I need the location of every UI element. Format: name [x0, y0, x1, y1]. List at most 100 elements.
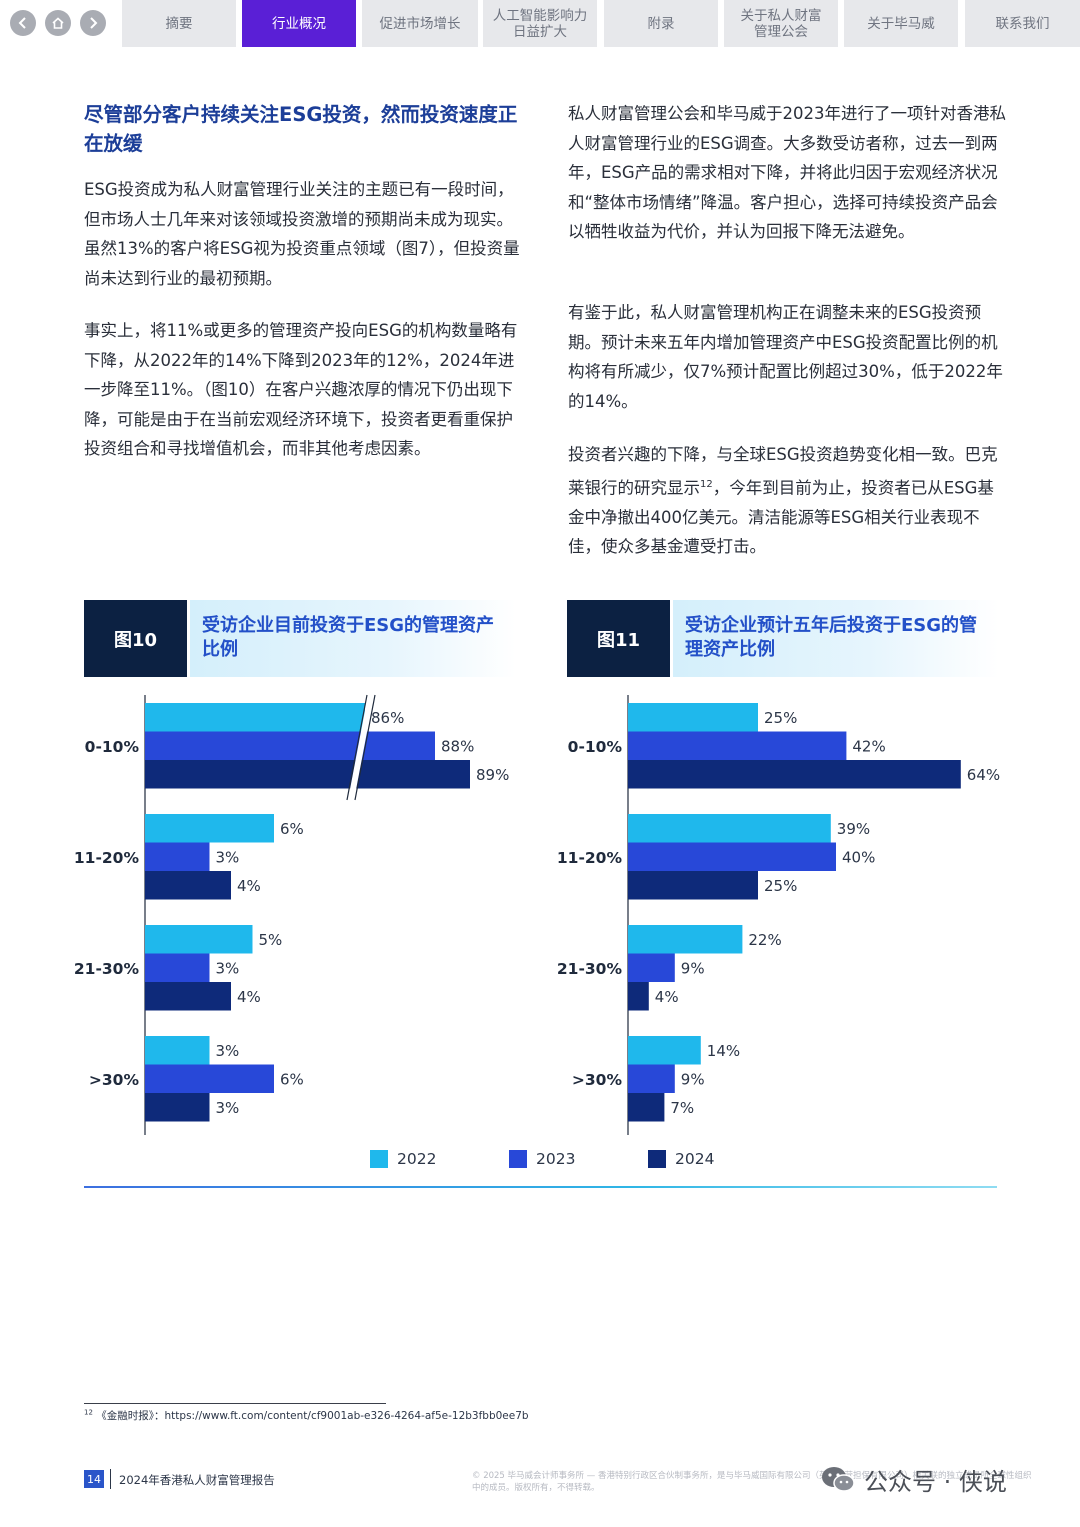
- tab-about-association[interactable]: 关于私人财富 管理公会: [724, 0, 838, 47]
- footnote: 12 《金融时报》：https://www.ft.com/content/cf9…: [84, 1408, 529, 1423]
- chart-0-data-label: 3%: [216, 959, 240, 977]
- footnote-number: 12: [84, 1408, 93, 1417]
- chart-0-bar-2023: [145, 842, 210, 871]
- chart-0-category-label: 21-30%: [74, 960, 140, 978]
- tab-summary[interactable]: 摘要: [122, 0, 236, 47]
- chart-1-data-label: 39%: [837, 820, 870, 838]
- chart-0-bar-2023: [145, 1064, 274, 1093]
- chart-1-bar-2022: [628, 814, 831, 843]
- chart-1-bar-2023: [628, 842, 836, 871]
- legend-swatch-2024: [648, 1150, 666, 1168]
- legend-swatch-2022: [370, 1150, 388, 1168]
- figure-11-title: 受访企业预计五年后投资于ESG的管理资产比例: [673, 600, 999, 677]
- chart-1-bar-2024: [628, 760, 961, 789]
- chart-0-data-label: 3%: [216, 1099, 240, 1117]
- forward-icon[interactable]: [80, 10, 106, 36]
- legend-label-2023: 2023: [536, 1150, 576, 1168]
- figure-10-header: 图10 受访企业目前投资于ESG的管理资产比例: [84, 600, 516, 677]
- chart-0-bar-2024: [145, 760, 470, 789]
- chart-1-data-label: 7%: [670, 1099, 694, 1117]
- chart-0-data-label: 88%: [441, 737, 474, 755]
- chart-0-bar-2024: [145, 1093, 210, 1122]
- chart-1-data-label: 40%: [842, 848, 875, 866]
- legend-label-2024: 2024: [675, 1150, 715, 1168]
- wechat-icon: [822, 1466, 855, 1492]
- paragraph-3-text-b: ，今年到目前为止，投资者已从ESG基金中净撤出400亿美元。清洁能源等ESG相关…: [568, 478, 994, 556]
- chart-1-bar-2022: [628, 925, 743, 954]
- chart-0-data-label: 4%: [237, 877, 261, 895]
- chart-0-axis-break-line: [346, 694, 368, 801]
- figure-10-title: 受访企业目前投资于ESG的管理资产比例: [190, 600, 516, 677]
- chart-1-data-label: 14%: [707, 1042, 740, 1060]
- chart-1-bar-2023: [628, 1064, 675, 1093]
- chart-1-category-label: >30%: [572, 1071, 623, 1089]
- legend-label-2022: 2022: [397, 1150, 437, 1168]
- chart-0-category-label: 11-20%: [74, 849, 140, 867]
- report-title: 2024年香港私人财富管理报告: [119, 1473, 275, 1487]
- chart-0-bar-2023: [145, 731, 435, 760]
- chart-0-category-label: 0-10%: [85, 738, 140, 756]
- footnote-text: 《金融时报》：https://www.ft.com/content/cf9001…: [96, 1410, 529, 1422]
- tab-appendix[interactable]: 附录: [604, 0, 718, 47]
- tab-industry-overview[interactable]: 行业概况: [242, 0, 356, 47]
- chart-0-data-label: 4%: [237, 988, 261, 1006]
- legend-swatch-2023: [509, 1150, 527, 1168]
- chart-1-bar-2022: [628, 703, 758, 732]
- chart-figure-10: 0-10% 86% 88% 89% 11-20% 6% 3% 4% 21-30% 5% 3% 4% >3…: [60, 690, 530, 1144]
- chart-0-data-label: 3%: [216, 1042, 240, 1060]
- chart-0-data-label: 5%: [259, 931, 283, 949]
- chart-1-bar-2024: [628, 1093, 665, 1122]
- chart-0-bar-2022: [145, 925, 253, 954]
- chart-0-data-label: 3%: [216, 848, 240, 866]
- chart-1-bar-2022: [628, 1036, 701, 1065]
- home-icon[interactable]: [45, 10, 71, 36]
- figure-11-number: 图11: [567, 600, 670, 677]
- paragraph-3-text-a: 投资者兴趣的下降，与全球ESG投资趋势变化相一致。巴克莱银行的研究显示: [568, 445, 998, 497]
- watermark-text: 公众号 · 侠说: [864, 1468, 1007, 1496]
- chart-0-data-label: 6%: [280, 1070, 304, 1088]
- chart-1-data-label: 9%: [681, 959, 705, 977]
- footer-separator: [110, 1469, 111, 1489]
- chart-1-bar-2023: [628, 953, 675, 982]
- tab-about-kpmg[interactable]: 关于毕马威: [844, 0, 958, 47]
- right-paragraph-1: 私人财富管理公会和毕马威于2023年进行了一项针对香港私人财富管理行业的ESG调…: [568, 104, 1006, 241]
- chart-1-category-label: 21-30%: [557, 960, 623, 978]
- chart-0-data-label: 6%: [280, 820, 304, 838]
- left-paragraph-1: ESG投资成为私人财富管理行业关注的主题已有一段时间，但市场人士几年来对该领域投…: [84, 180, 520, 288]
- chart-0-bar-2022: [145, 703, 365, 732]
- left-paragraph-2: 事实上，将11%或更多的管理资产投向ESG的机构数量略有下降，从2022年的14…: [84, 321, 518, 458]
- tab-market-growth[interactable]: 促进市场增长: [362, 0, 478, 47]
- chart-1-data-label: 25%: [764, 877, 797, 895]
- bar-chart-figure-11: 0-10% 25% 42% 64% 11-20% 39% 40% 25% 21-30% 22% 9%…: [557, 695, 1000, 1135]
- footnote-ref: 12: [700, 478, 713, 490]
- section-divider: [84, 1186, 997, 1188]
- chart-1-bar-2024: [628, 982, 649, 1011]
- tab-contact[interactable]: 联系我们: [965, 0, 1080, 47]
- chart-1-bar-2024: [628, 871, 758, 900]
- chart-1-data-label: 4%: [655, 988, 679, 1006]
- legend-item-2023: 2023: [509, 1150, 575, 1168]
- back-icon[interactable]: [10, 10, 36, 36]
- chart-1-category-label: 11-20%: [557, 849, 623, 867]
- legend-item-2024: 2024: [648, 1150, 714, 1168]
- footnote-divider: [84, 1403, 386, 1404]
- chart-0-bar-2023: [145, 953, 210, 982]
- chart-0-bar-2024: [145, 982, 231, 1011]
- copyright-notice: © 2025 毕马威会计师事务所 — 香港特别行政区合伙制事务所，是与毕马威国际…: [472, 1471, 1032, 1493]
- chart-1-data-label: 22%: [748, 931, 781, 949]
- bar-chart-figure-10: 0-10% 86% 88%89% 11-20% 6% 3% 4% 21-30% 5% 3% 4% >3…: [74, 694, 509, 1135]
- section-heading: 尽管部分客户持续关注ESG投资，然而投资速度正在放缓: [84, 103, 518, 155]
- chart-0-axis-break-gap: [348, 694, 374, 801]
- chart-0-category-label: >30%: [89, 1071, 140, 1089]
- chart-1-data-label: 25%: [764, 709, 797, 727]
- tab-ai-impact[interactable]: 人工智能影响力 日益扩大: [483, 0, 597, 47]
- chart-0-data-label: 86%: [371, 709, 404, 727]
- chart-0-bar-2024: [145, 871, 231, 900]
- watermark: 公众号 · 侠说: [820, 1462, 1007, 1497]
- chart-1-category-label: 0-10%: [568, 738, 623, 756]
- page-number: 14: [84, 1470, 104, 1488]
- chart-0-bar-2022: [145, 1036, 210, 1065]
- chart-0-bar-2022: [145, 814, 274, 843]
- chart-0-axis-break-line: [354, 694, 376, 801]
- right-paragraph-3: 投资者兴趣的下降，与全球ESG投资趋势变化相一致。巴克莱银行的研究显示12，今年…: [568, 440, 1006, 562]
